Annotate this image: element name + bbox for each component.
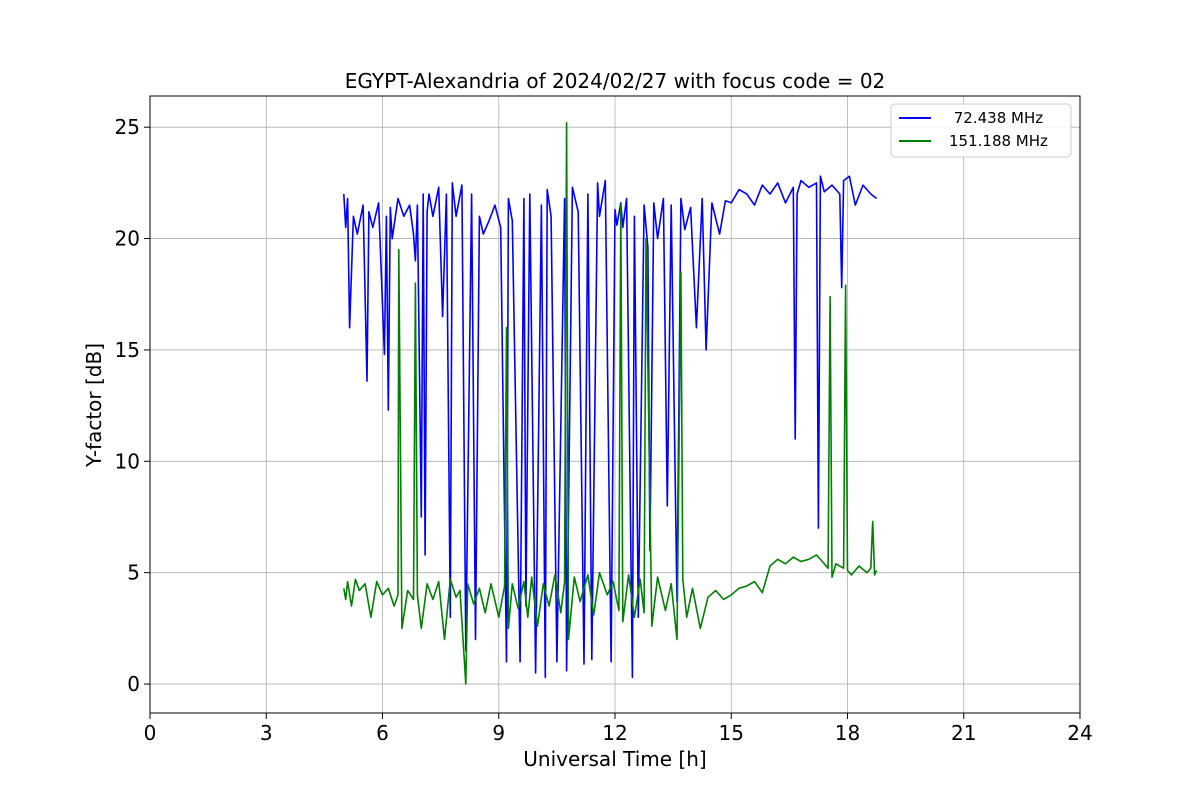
series-line-0	[343, 175, 878, 679]
y-tick-label: 0	[127, 672, 140, 696]
legend-box	[890, 103, 1072, 158]
y-tick-label: 15	[115, 338, 140, 362]
y-axis-label: Y-factor [dB]	[82, 343, 106, 468]
y-tick-label: 25	[115, 115, 140, 139]
x-tick-label: 18	[835, 721, 860, 745]
x-axis-ticks: 0 3 6 9 12 15 18 21 24	[144, 713, 1093, 745]
x-axis-label: Universal Time [h]	[523, 747, 706, 771]
y-tick-label: 20	[115, 227, 140, 251]
x-tick-label: 9	[492, 721, 505, 745]
legend-label: 72.438 MHz	[949, 109, 1043, 127]
series-line-1	[343, 121, 878, 685]
legend: 72.438 MHz 151.188 MHz	[890, 103, 1072, 158]
x-tick-label: 24	[1067, 721, 1092, 745]
chart-title: EGYPT-Alexandria of 2024/02/27 with focu…	[345, 69, 886, 93]
x-tick-label: 12	[602, 721, 627, 745]
legend-label: 151.188 MHz	[949, 132, 1048, 150]
y-tick-label: 5	[127, 561, 140, 585]
x-tick-label: 6	[376, 721, 389, 745]
x-tick-label: 15	[719, 721, 744, 745]
x-tick-label: 0	[144, 721, 157, 745]
y-tick-label: 10	[115, 449, 140, 473]
x-tick-label: 3	[260, 721, 273, 745]
x-tick-label: 21	[951, 721, 976, 745]
y-axis-ticks: 0 5 10 15 20 25	[115, 115, 150, 696]
plot-lines	[343, 121, 878, 685]
